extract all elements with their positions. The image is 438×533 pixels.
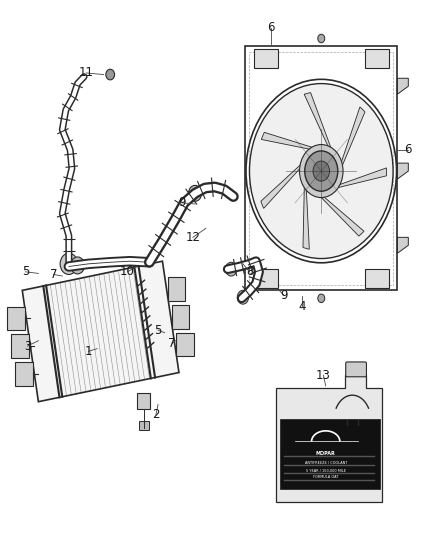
Bar xyxy=(245,46,397,290)
Circle shape xyxy=(305,151,338,191)
Circle shape xyxy=(226,262,237,276)
Text: 9: 9 xyxy=(280,289,288,302)
Text: 6: 6 xyxy=(268,21,275,35)
Text: 7: 7 xyxy=(168,337,176,350)
Circle shape xyxy=(106,69,115,80)
Bar xyxy=(138,421,149,430)
Bar xyxy=(176,333,194,357)
Polygon shape xyxy=(320,196,364,236)
Circle shape xyxy=(250,84,393,259)
Bar xyxy=(15,362,33,385)
Circle shape xyxy=(318,34,325,43)
Polygon shape xyxy=(304,93,331,149)
Circle shape xyxy=(60,253,78,274)
Circle shape xyxy=(188,185,201,201)
Text: 4: 4 xyxy=(298,300,305,313)
Bar xyxy=(7,306,25,330)
Bar xyxy=(137,393,150,409)
Polygon shape xyxy=(276,375,382,503)
Polygon shape xyxy=(22,261,179,402)
Bar xyxy=(254,49,278,68)
Text: 13: 13 xyxy=(316,369,331,382)
Text: 3: 3 xyxy=(24,340,31,352)
Bar xyxy=(168,277,185,301)
Polygon shape xyxy=(397,78,408,94)
Polygon shape xyxy=(261,164,301,208)
Circle shape xyxy=(318,294,325,303)
Text: 1: 1 xyxy=(85,345,92,358)
Text: 10: 10 xyxy=(120,265,135,278)
Bar xyxy=(11,334,29,358)
Circle shape xyxy=(71,257,85,274)
Circle shape xyxy=(237,290,249,304)
Text: 5: 5 xyxy=(154,324,162,337)
Text: 11: 11 xyxy=(79,67,94,79)
Circle shape xyxy=(300,144,343,198)
Text: 6: 6 xyxy=(405,143,412,156)
FancyBboxPatch shape xyxy=(346,362,367,377)
Bar xyxy=(365,269,389,288)
Text: MOPAR: MOPAR xyxy=(316,450,336,456)
Text: 5 YEAR / 150,000 MILE: 5 YEAR / 150,000 MILE xyxy=(306,469,346,473)
Bar xyxy=(172,305,189,328)
Bar xyxy=(365,49,389,68)
Text: 5: 5 xyxy=(21,265,29,278)
Bar xyxy=(280,418,380,489)
Text: 7: 7 xyxy=(50,268,57,281)
Polygon shape xyxy=(261,132,313,149)
Text: 8: 8 xyxy=(246,265,253,278)
Text: 2: 2 xyxy=(152,408,159,422)
Text: FORMULA OAT: FORMULA OAT xyxy=(313,475,339,479)
Polygon shape xyxy=(337,168,387,188)
Bar xyxy=(254,269,278,288)
Text: 12: 12 xyxy=(185,231,201,244)
Polygon shape xyxy=(397,237,408,253)
Text: ANTIFREEZE / COOLANT: ANTIFREEZE / COOLANT xyxy=(304,461,347,465)
Text: 9: 9 xyxy=(178,196,186,209)
Polygon shape xyxy=(303,186,309,249)
Bar xyxy=(250,52,393,285)
Polygon shape xyxy=(397,163,408,179)
Circle shape xyxy=(313,161,329,181)
Polygon shape xyxy=(341,107,365,167)
